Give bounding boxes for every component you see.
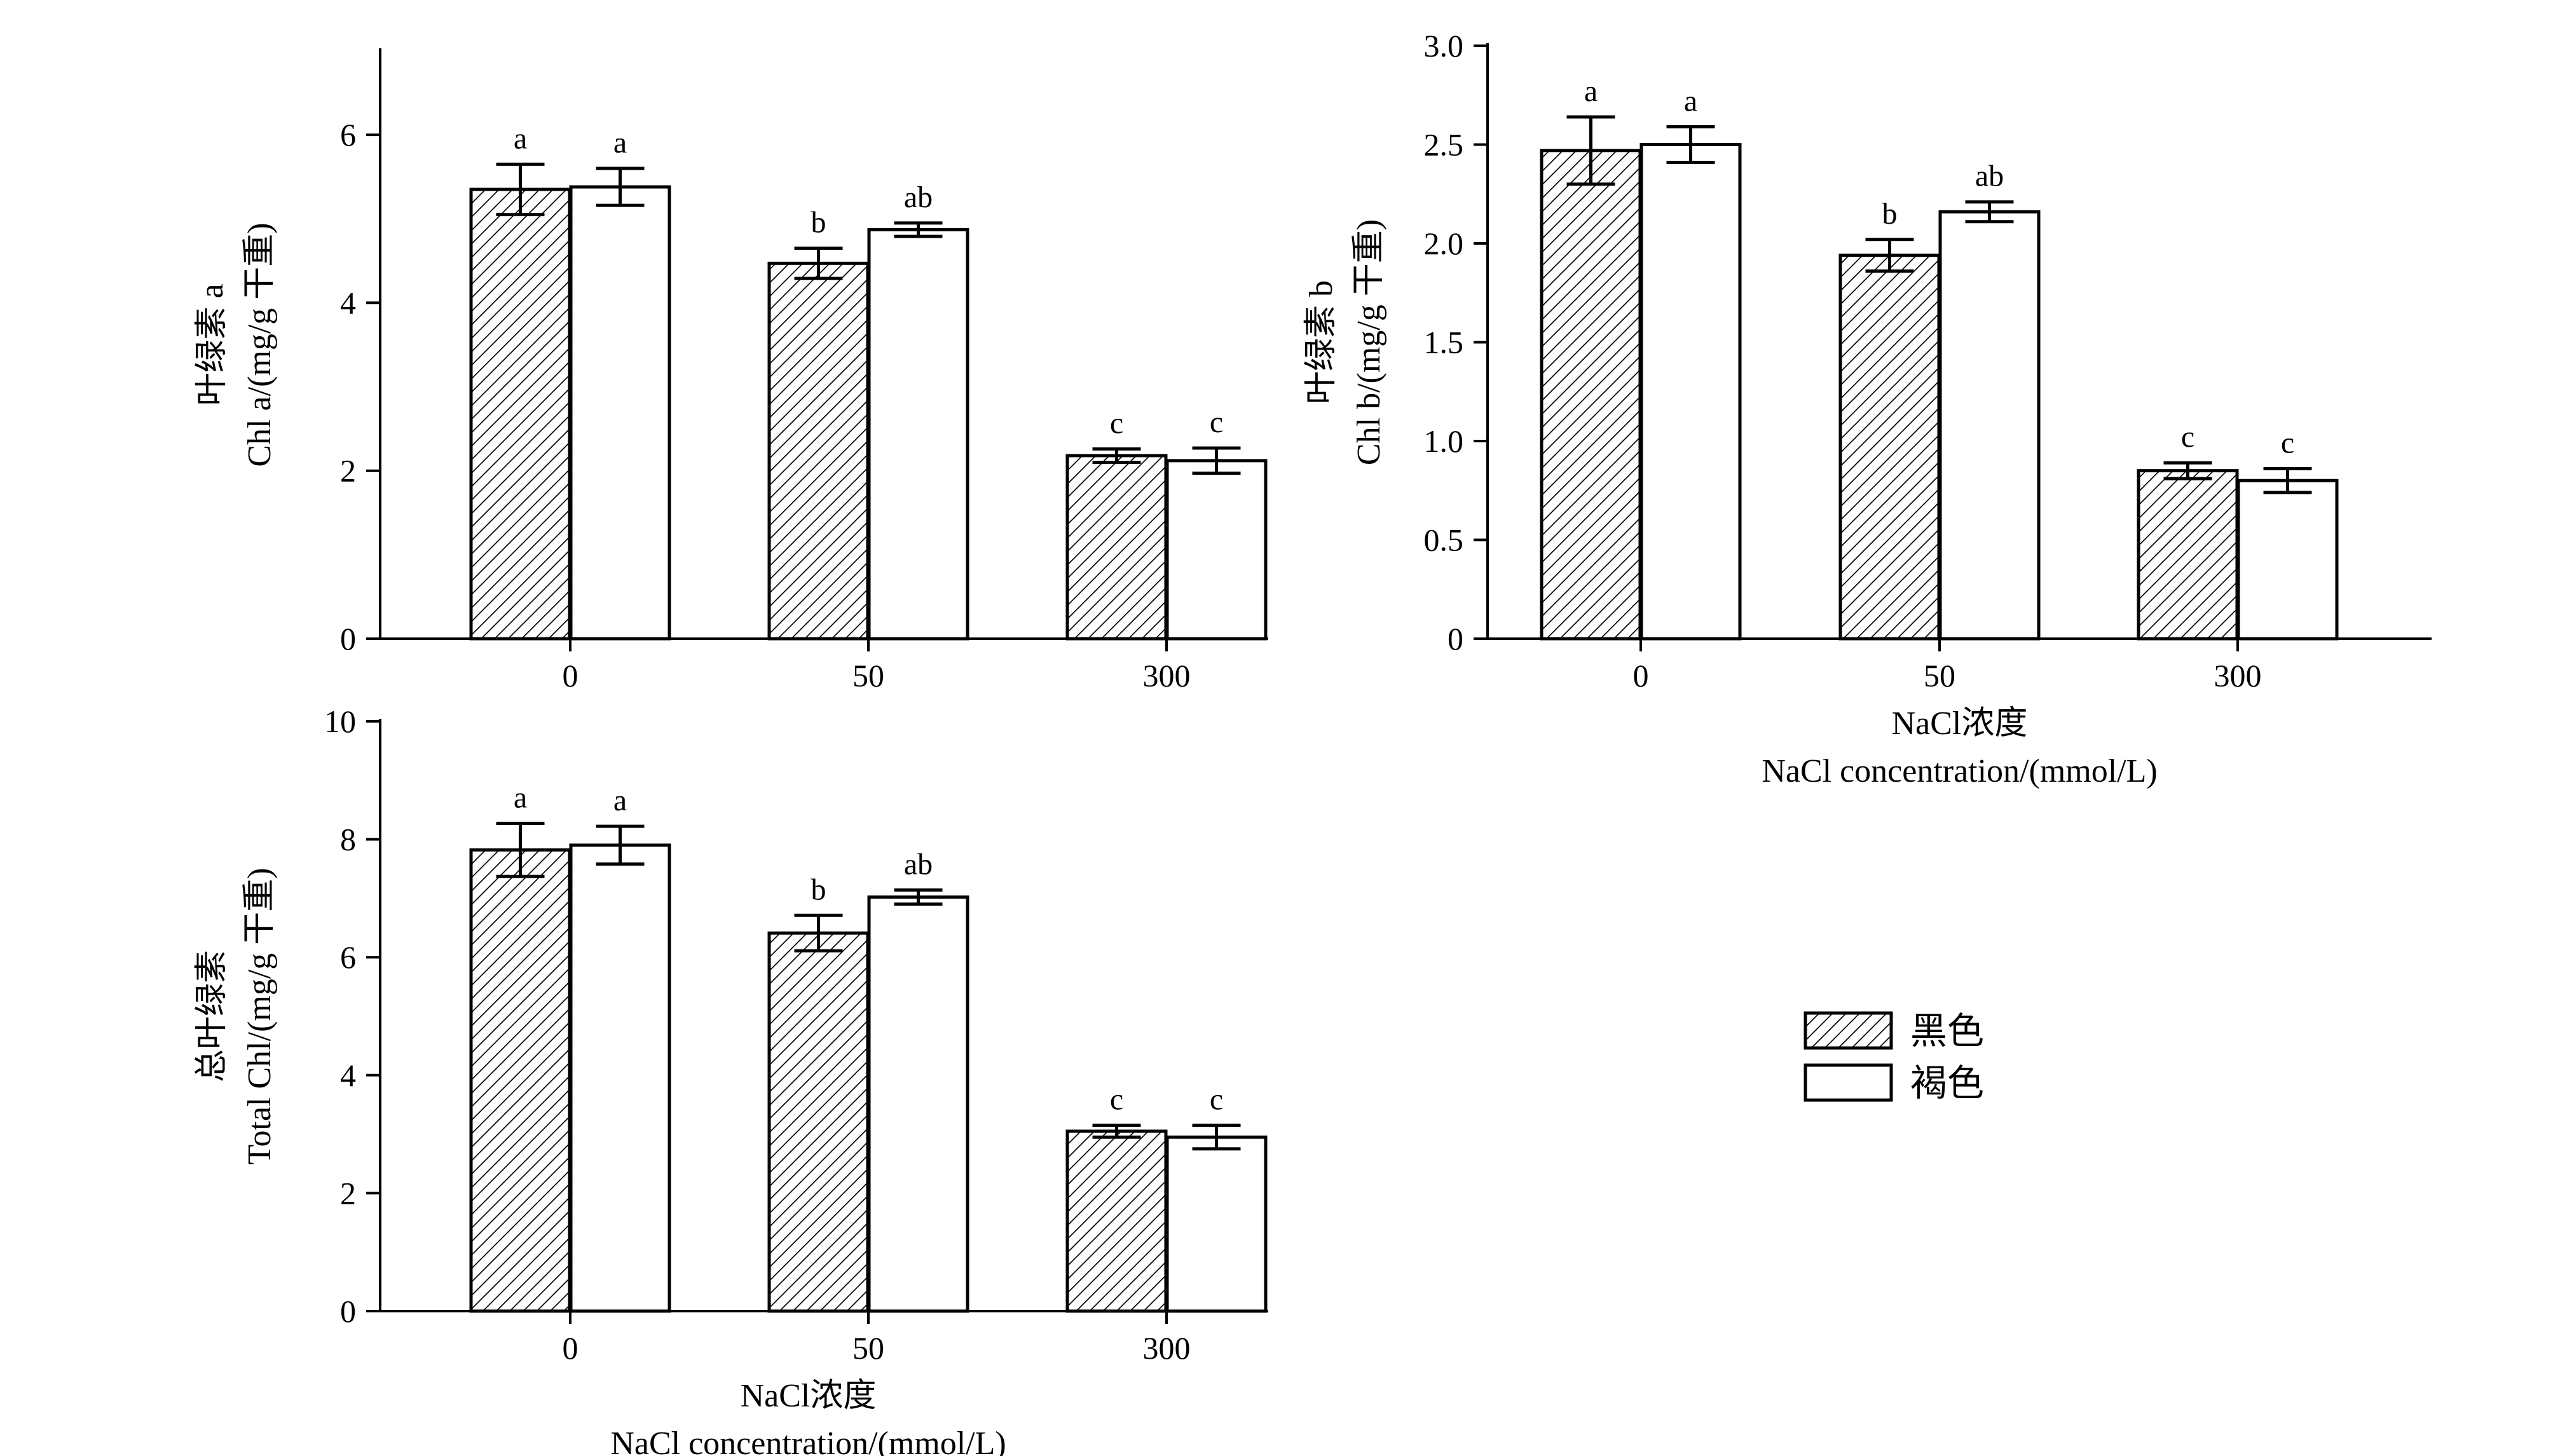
significance-letter: b [811, 873, 826, 906]
x-tick-label: 300 [1143, 1330, 1191, 1366]
y-axis-label: Chl a/(mg/g 干重) [242, 222, 278, 466]
y-tick-label: 6 [340, 939, 356, 975]
x-tick-label: 50 [1924, 658, 1955, 693]
y-tick-label: 8 [340, 822, 356, 857]
bar [1065, 454, 1168, 641]
significance-letter: b [1882, 197, 1898, 231]
x-axis-label: NaCl浓度 [741, 1378, 877, 1414]
x-axis-label: NaCl浓度 [1892, 705, 2028, 742]
x-tick-label: 300 [1143, 658, 1191, 693]
significance-letter: ab [904, 847, 933, 881]
x-tick-label: 50 [852, 658, 884, 693]
bar [867, 228, 969, 641]
y-tick-label: 4 [340, 285, 356, 320]
bar [1838, 254, 1941, 641]
y-tick-label: 2 [340, 1175, 356, 1211]
y-tick-label: 10 [324, 704, 356, 739]
significance-letter: c [2181, 420, 2194, 454]
significance-letter: a [514, 121, 527, 155]
legend-swatch-hatched [1804, 1011, 1893, 1050]
y-tick-label: 6 [340, 117, 356, 153]
significance-letter: c [1110, 1083, 1123, 1117]
y-tick-label: 1.5 [1424, 325, 1464, 360]
x-tick-label: 50 [852, 1330, 884, 1366]
bar [2236, 479, 2339, 641]
x-tick-label: 300 [2214, 658, 2262, 693]
significance-letter: a [613, 126, 627, 160]
y-tick-label: 1.0 [1424, 423, 1464, 459]
x-tick-label: 0 [563, 658, 578, 693]
y-tick-label: 2.5 [1424, 127, 1464, 163]
y-tick-label: 3.0 [1424, 28, 1464, 64]
x-axis-label: NaCl concentration/(mmol/L) [1762, 753, 2157, 789]
bar [767, 261, 870, 641]
bar [767, 931, 870, 1313]
x-axis-label: NaCl concentration/(mmol/L) [610, 1425, 1006, 1456]
y-tick-label: 4 [340, 1058, 356, 1093]
significance-letter: c [1210, 1083, 1223, 1117]
bar [1165, 459, 1268, 641]
bar [569, 843, 671, 1313]
legend-label: 黑色 [1910, 1010, 1984, 1052]
bar [2137, 469, 2239, 641]
y-axis-label: 总叶绿素 [194, 950, 230, 1082]
x-tick-label: 0 [563, 1330, 578, 1366]
y-tick-label: 2.0 [1424, 226, 1464, 261]
bar [1065, 1129, 1168, 1313]
bar [1938, 210, 2041, 641]
y-tick-label: 0 [340, 1293, 356, 1329]
y-axis-label: 叶绿素 b [1303, 280, 1339, 404]
legend-item-brown: 褐色 [1804, 1063, 1984, 1104]
significance-letter: c [1110, 406, 1123, 440]
significance-letter: a [514, 781, 527, 815]
significance-letter: a [1684, 85, 1697, 118]
significance-letter: ab [904, 180, 933, 214]
bar [1540, 149, 1642, 641]
bar [469, 187, 572, 641]
y-tick-label: 0.5 [1424, 522, 1464, 558]
y-axis-label: Total Chl/(mg/g 干重) [242, 867, 278, 1164]
significance-letter: b [811, 206, 826, 240]
y-axis-label: 叶绿素 a [194, 283, 230, 405]
y-axis-label: Chl b/(mg/g 干重) [1351, 219, 1387, 465]
y-tick-label: 2 [340, 453, 356, 489]
x-tick-label: 0 [1633, 658, 1649, 693]
bar [867, 895, 969, 1313]
significance-letter: a [613, 784, 627, 817]
y-tick-label: 0 [1448, 621, 1463, 657]
significance-letter: c [1210, 405, 1223, 439]
significance-letter: c [2281, 426, 2294, 460]
bar [569, 185, 671, 641]
legend: 黑色 褐色 [1804, 1010, 1984, 1104]
bar [1165, 1135, 1268, 1313]
legend-swatch-open [1804, 1063, 1893, 1102]
legend-item-black: 黑色 [1804, 1010, 1984, 1052]
bar [469, 848, 572, 1313]
bar [1639, 143, 1742, 641]
legend-label: 褐色 [1910, 1063, 1984, 1104]
significance-letter: a [1584, 74, 1598, 108]
significance-letter: ab [1975, 160, 2004, 193]
y-tick-label: 0 [340, 621, 356, 657]
